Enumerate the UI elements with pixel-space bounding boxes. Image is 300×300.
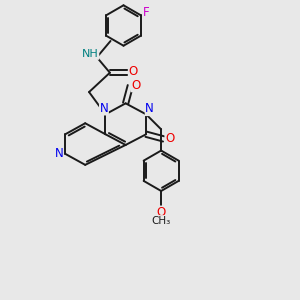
Text: O: O: [157, 206, 166, 219]
Text: CH₃: CH₃: [152, 216, 171, 226]
Text: NH: NH: [82, 49, 99, 59]
Text: N: N: [100, 102, 108, 115]
Text: F: F: [143, 6, 150, 19]
Text: O: O: [128, 65, 138, 78]
Text: O: O: [131, 79, 140, 92]
Text: N: N: [145, 103, 154, 116]
Text: N: N: [54, 147, 63, 161]
Text: O: O: [165, 133, 174, 146]
